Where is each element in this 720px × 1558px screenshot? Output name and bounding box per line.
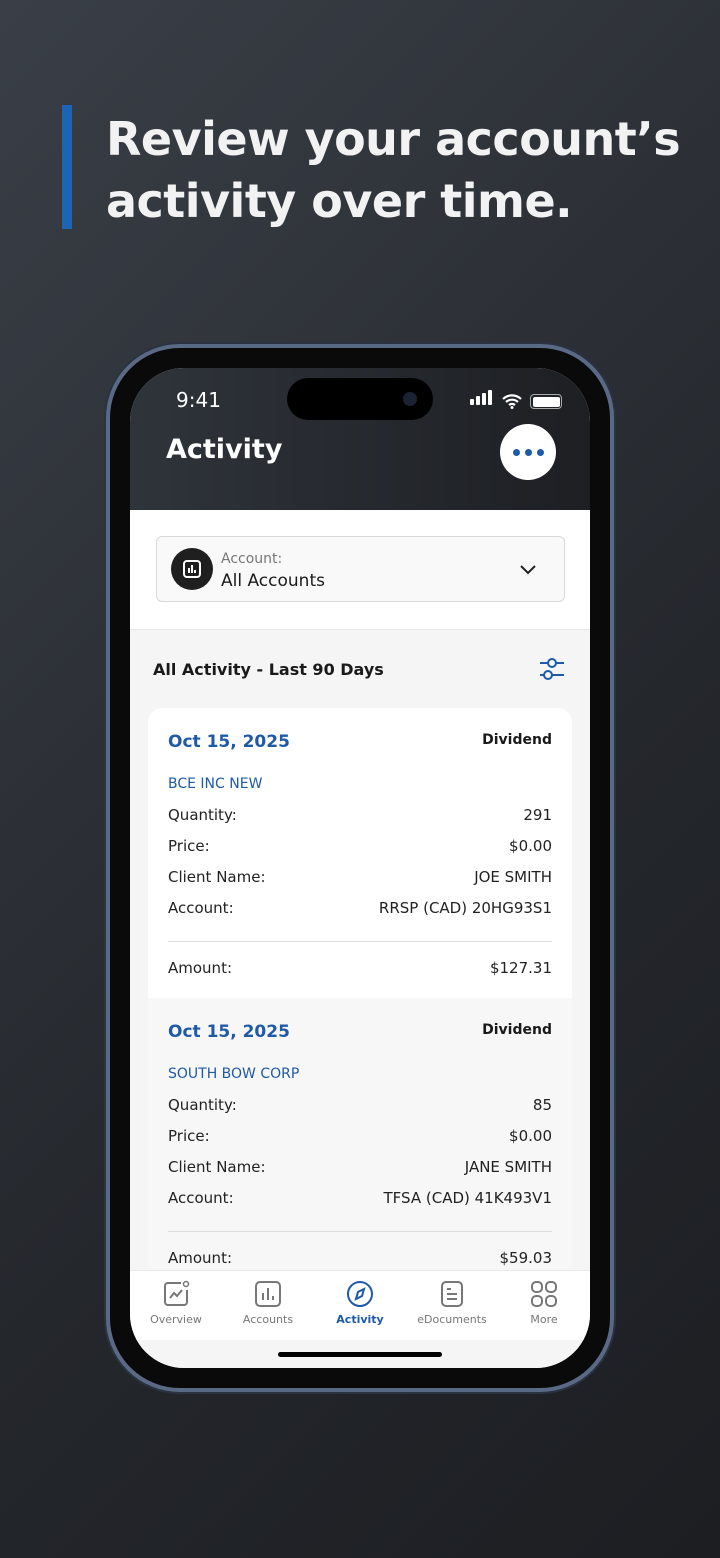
- tab-label: Activity: [336, 1313, 384, 1326]
- value: $0.00: [509, 1127, 552, 1145]
- account-value: All Accounts: [221, 571, 325, 591]
- compass-icon: [347, 1281, 373, 1307]
- divider: [168, 1231, 552, 1232]
- tab-bar: Overview Accounts Activity eDocuments Mo…: [130, 1270, 590, 1340]
- dynamic-island: [287, 378, 433, 420]
- price-row: Price: $0.00: [168, 837, 552, 855]
- bar-chart-icon: [255, 1281, 281, 1307]
- quantity-row: Quantity: 85: [168, 1096, 552, 1114]
- transaction-type: Dividend: [482, 1022, 552, 1038]
- tab-more[interactable]: More: [498, 1271, 590, 1340]
- camera-icon: [403, 392, 417, 406]
- ellipsis-icon: [512, 448, 520, 456]
- account-row: Account: RRSP (CAD) 20HG93S1: [168, 899, 552, 917]
- tab-accounts[interactable]: Accounts: [222, 1271, 314, 1340]
- account-chart-icon: [171, 548, 213, 590]
- tab-overview[interactable]: Overview: [130, 1271, 222, 1340]
- account-row: Account: TFSA (CAD) 41K493V1: [168, 1189, 552, 1207]
- tab-edocuments[interactable]: eDocuments: [406, 1271, 498, 1340]
- overview-chart-icon: [164, 1280, 190, 1306]
- page-title: Activity: [166, 434, 283, 465]
- status-time: 9:41: [176, 388, 221, 412]
- transaction-card[interactable]: Oct 15, 2025 Dividend SOUTH BOW CORP Qua…: [148, 998, 572, 1298]
- value: RRSP (CAD) 20HG93S1: [378, 899, 552, 917]
- transaction-type: Dividend: [482, 732, 552, 748]
- account-selector[interactable]: Account: All Accounts: [156, 536, 565, 602]
- ellipsis-dot: [536, 448, 544, 456]
- amount-row: Amount: $127.31: [168, 959, 552, 977]
- value: JANE SMITH: [464, 1158, 552, 1176]
- value: JOE SMITH: [474, 868, 552, 886]
- section-title: All Activity - Last 90 Days: [153, 660, 384, 679]
- account-section: Account: All Accounts: [130, 510, 590, 630]
- chevron-down-icon: [520, 565, 536, 575]
- tab-label: eDocuments: [417, 1313, 487, 1326]
- tab-label: Accounts: [242, 1313, 294, 1326]
- grid-icon: [531, 1281, 557, 1307]
- transaction-date: Oct 15, 2025: [168, 1022, 290, 1042]
- status-icons: [470, 390, 562, 409]
- security-name: SOUTH BOW CORP: [168, 1066, 300, 1082]
- account-label: Account:: [221, 551, 283, 567]
- value: $0.00: [509, 837, 552, 855]
- tab-label: More: [530, 1313, 558, 1326]
- value: $127.31: [489, 959, 552, 977]
- label: Quantity:: [168, 1096, 237, 1114]
- label: Account:: [168, 899, 234, 917]
- tab-activity[interactable]: Activity: [314, 1271, 406, 1340]
- headline: Review your account’s activity over time…: [106, 112, 681, 228]
- document-icon: [441, 1281, 463, 1307]
- value: $59.03: [499, 1249, 553, 1267]
- label: Client Name:: [168, 1158, 266, 1176]
- ellipsis-dot: [524, 448, 532, 456]
- label: Price:: [168, 1127, 210, 1145]
- client-row: Client Name: JANE SMITH: [168, 1158, 552, 1176]
- quantity-row: Quantity: 291: [168, 806, 552, 824]
- transaction-date: Oct 15, 2025: [168, 732, 290, 752]
- client-row: Client Name: JOE SMITH: [168, 868, 552, 886]
- label: Account:: [168, 1189, 234, 1207]
- value: 85: [532, 1096, 552, 1114]
- phone-screen: 9:41 Activity Account: All Accounts All …: [130, 368, 590, 1368]
- label: Client Name:: [168, 868, 266, 886]
- label: Price:: [168, 837, 210, 855]
- wifi-icon: [502, 394, 522, 409]
- label: Amount:: [168, 1249, 232, 1267]
- divider: [168, 941, 552, 942]
- value: TFSA (CAD) 41K493V1: [383, 1189, 552, 1207]
- tab-label: Overview: [150, 1313, 202, 1326]
- headline-accent-bar: [62, 105, 72, 229]
- security-name: BCE INC NEW: [168, 776, 263, 792]
- filter-icon[interactable]: [538, 656, 566, 682]
- app-header: 9:41 Activity: [130, 368, 590, 510]
- transaction-card[interactable]: Oct 15, 2025 Dividend BCE INC NEW Quanti…: [148, 708, 572, 998]
- battery-icon: [530, 394, 562, 409]
- signal-icon: [470, 390, 494, 409]
- label: Quantity:: [168, 806, 237, 824]
- phone-frame: 9:41 Activity Account: All Accounts All …: [106, 344, 614, 1392]
- value: 291: [523, 806, 552, 824]
- price-row: Price: $0.00: [168, 1127, 552, 1145]
- more-options-button[interactable]: [500, 424, 556, 480]
- home-indicator-area: [130, 1340, 590, 1368]
- amount-row: Amount: $59.03: [168, 1249, 552, 1267]
- label: Amount:: [168, 959, 232, 977]
- home-indicator[interactable]: [278, 1352, 442, 1357]
